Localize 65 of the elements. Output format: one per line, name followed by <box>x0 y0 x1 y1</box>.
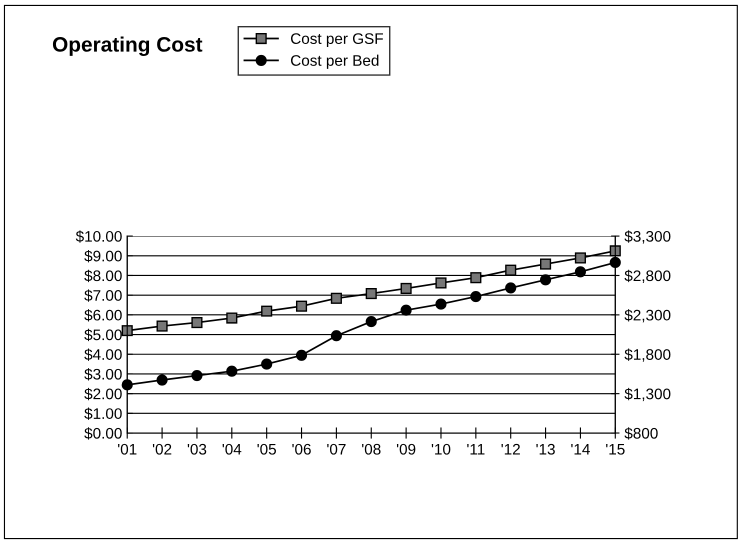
point <box>400 282 412 294</box>
point <box>470 272 482 284</box>
x-tick-label: '01 <box>118 444 136 455</box>
y-tick-label: $9.00 <box>84 250 122 262</box>
point <box>156 374 168 386</box>
point <box>400 304 412 316</box>
point <box>366 316 377 328</box>
point <box>540 258 552 270</box>
point <box>574 252 586 264</box>
point <box>330 292 342 304</box>
y2-tick-label: $2,300 <box>624 309 670 322</box>
x-tick-label: '08 <box>362 444 381 455</box>
point <box>435 298 447 310</box>
x-tick-label: '13 <box>536 444 555 455</box>
x-tick-label: '04 <box>222 444 242 455</box>
x-tick-label: '09 <box>396 444 416 455</box>
point <box>296 350 308 361</box>
point <box>156 320 168 332</box>
point <box>226 312 238 324</box>
y-tick-label: $0.00 <box>84 427 122 440</box>
y-tick-label: $2.00 <box>84 388 122 400</box>
y-tick-label: $3.00 <box>84 368 122 381</box>
point <box>470 291 482 302</box>
chart-title: Operating Cost <box>52 36 202 56</box>
point <box>261 358 272 370</box>
x-tick-label: '03 <box>188 444 206 455</box>
point <box>330 330 342 342</box>
y-tick-label: $7.00 <box>84 289 122 302</box>
point <box>540 274 552 286</box>
point <box>191 316 203 328</box>
point <box>122 325 133 336</box>
x-tick-label: '06 <box>292 444 311 455</box>
y2-tick-label: $800 <box>624 427 658 440</box>
legend-label: Cost per GSF <box>291 33 383 48</box>
y-tick-label: $1.00 <box>84 408 122 420</box>
y-tick-label: $8.00 <box>84 270 122 282</box>
point <box>610 245 621 256</box>
x-tick-label: '07 <box>327 444 346 455</box>
point <box>226 366 238 377</box>
x-tick-label: '10 <box>432 444 450 455</box>
y2-tick-label: $2,800 <box>624 270 670 283</box>
point <box>261 306 272 317</box>
x-tick-label: '11 <box>467 444 484 455</box>
y-tick-label: $5.00 <box>84 328 122 342</box>
y2-tick-label: $1,800 <box>624 348 670 362</box>
point <box>191 370 203 382</box>
point <box>366 288 377 300</box>
point <box>505 264 516 276</box>
y2-tick-label: $3,300 <box>624 230 670 244</box>
x-tick-label: '05 <box>257 444 276 455</box>
point <box>505 282 516 294</box>
point <box>574 266 586 278</box>
x-tick-label: '12 <box>502 444 520 455</box>
x-tick-label: '15 <box>606 444 625 455</box>
x-tick-label: '14 <box>571 444 590 455</box>
y-tick-label: $10.00 <box>76 230 122 243</box>
y-tick-label: $6.00 <box>84 309 122 322</box>
x-tick-label: '02 <box>152 444 172 455</box>
point <box>435 277 447 289</box>
y-tick-label: $4.00 <box>84 348 122 361</box>
legend-label: Cost per Bed <box>291 54 378 69</box>
point <box>296 300 308 312</box>
y2-tick-label: $1,300 <box>624 388 670 402</box>
point <box>610 256 621 268</box>
point <box>122 379 133 390</box>
